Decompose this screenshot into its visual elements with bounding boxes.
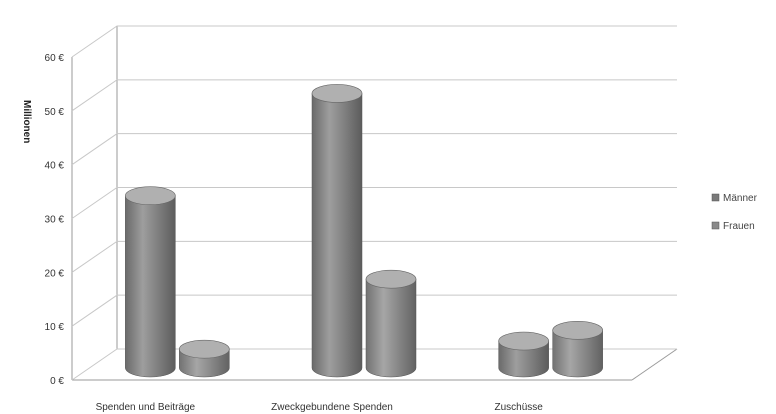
x-category-label: Spenden und Beiträge xyxy=(96,402,196,413)
gridline xyxy=(71,240,677,273)
y-tick-label: 20 € xyxy=(45,268,65,279)
bar xyxy=(365,269,417,378)
gridline xyxy=(71,79,677,112)
gridline xyxy=(71,187,677,219)
y-tick-label: 0 € xyxy=(50,376,64,387)
y-tick-label: 40 € xyxy=(45,161,65,172)
bar xyxy=(125,186,176,378)
legend-item: Frauen xyxy=(711,221,755,232)
legend-label: Männer xyxy=(723,193,758,204)
y-tick-label: 60 € xyxy=(45,53,65,64)
y-tick-label: 50 € xyxy=(45,107,65,118)
gridline xyxy=(71,133,677,166)
y-tick-label: 10 € xyxy=(45,322,65,333)
gridline xyxy=(71,294,677,327)
gridline xyxy=(71,25,677,58)
legend-swatch xyxy=(711,193,720,202)
bar xyxy=(179,339,230,378)
bars xyxy=(125,84,603,378)
gridlines xyxy=(71,25,677,381)
bar xyxy=(552,321,603,378)
legend-swatch xyxy=(711,221,720,230)
y-axis-ticks: 0 € 10 € 20 € 30 € 40 € 50 € 60 € xyxy=(45,53,65,387)
legend-label: Frauen xyxy=(723,221,755,232)
bar xyxy=(311,84,363,378)
bar xyxy=(498,331,549,378)
legend-item: Männer xyxy=(711,193,758,204)
y-tick-label: 30 € xyxy=(45,215,65,226)
gridline xyxy=(71,348,677,381)
x-axis-categories: Spenden und Beiträge Zweckgebundene Spend… xyxy=(96,402,544,413)
x-category-label: Zuschüsse xyxy=(494,402,543,413)
x-category-label: Zweckgebundene Spenden xyxy=(271,402,393,413)
legend: Männer Frauen xyxy=(711,193,758,232)
y-axis-label: Millionen xyxy=(21,100,32,143)
